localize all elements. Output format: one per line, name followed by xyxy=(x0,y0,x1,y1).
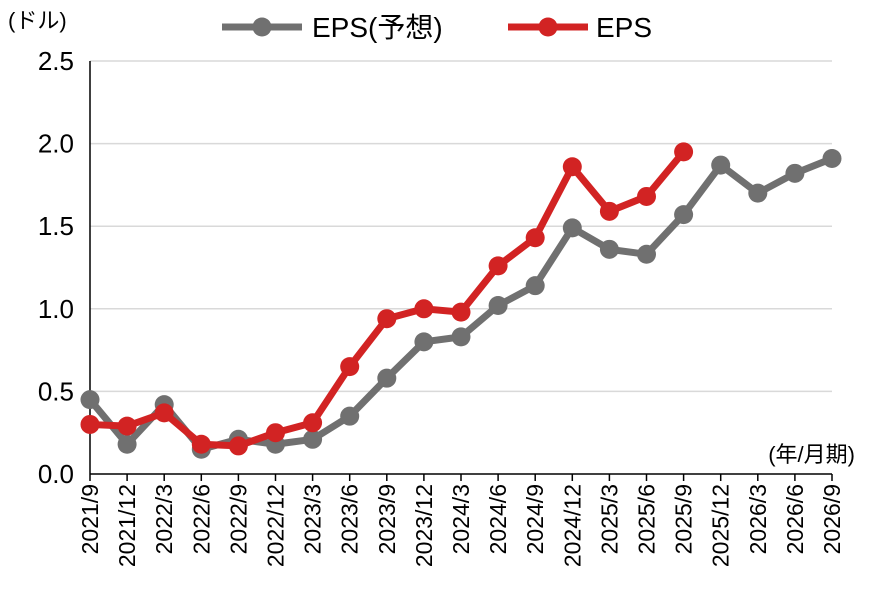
x-tick-label: 2024/12 xyxy=(559,484,585,567)
legend-item: EPS xyxy=(508,12,652,43)
data-point xyxy=(154,403,174,423)
data-point xyxy=(674,205,694,225)
series-line xyxy=(89,149,687,450)
data-point xyxy=(674,142,694,162)
x-tick-label: 2024/9 xyxy=(522,484,548,554)
x-tick-label: 2022/3 xyxy=(151,484,177,554)
x-tick-label: 2023/3 xyxy=(300,484,326,554)
data-point xyxy=(377,368,397,388)
legend-item: EPS(予想) xyxy=(222,12,443,43)
data-point xyxy=(414,332,434,352)
x-tick-label: 2026/3 xyxy=(745,484,771,554)
data-point xyxy=(117,434,137,454)
data-point xyxy=(637,244,656,264)
y-tick-label: 2.0 xyxy=(38,129,74,159)
data-point xyxy=(340,357,360,377)
x-tick-label: 2025/6 xyxy=(634,484,660,554)
x-tick-label: 2021/12 xyxy=(114,484,140,567)
legend-label: EPS(予想) xyxy=(312,12,443,43)
x-tick-label: 2024/6 xyxy=(485,484,511,554)
series-eps-actual xyxy=(80,142,694,456)
legend-label: EPS xyxy=(596,12,652,43)
data-point xyxy=(488,256,508,276)
x-tick-label: 2023/9 xyxy=(374,484,400,554)
data-point xyxy=(451,327,471,347)
data-point xyxy=(562,157,582,177)
x-tick-label: 2025/3 xyxy=(596,484,622,554)
x-tick-label: 2023/12 xyxy=(411,484,437,567)
data-point xyxy=(80,414,100,434)
data-point xyxy=(562,218,582,238)
legend: EPS(予想) EPS xyxy=(222,12,652,43)
y-tick-labels: 0.0 0.5 1.0 1.5 2.0 2.5 xyxy=(38,46,74,489)
data-point xyxy=(748,183,768,203)
data-point xyxy=(525,276,545,296)
x-tick-label: 2026/6 xyxy=(782,484,808,554)
x-tick-label: 2023/6 xyxy=(337,484,363,554)
legend-marker xyxy=(538,17,558,37)
data-point xyxy=(785,163,805,183)
data-point xyxy=(525,228,545,248)
data-point xyxy=(303,413,323,433)
data-point xyxy=(228,436,248,456)
data-point xyxy=(191,434,211,454)
data-point xyxy=(340,406,360,426)
data-point xyxy=(822,148,842,168)
y-tick-label: 2.5 xyxy=(38,46,74,76)
data-point xyxy=(117,416,137,436)
x-tick-label: 2022/12 xyxy=(263,484,289,567)
x-tick-label: 2021/9 xyxy=(77,484,103,554)
data-point xyxy=(303,429,323,449)
x-tick-label: 2025/12 xyxy=(708,484,734,567)
x-tick-label: 2026/9 xyxy=(819,484,845,554)
data-point xyxy=(599,201,619,221)
data-point xyxy=(266,423,285,443)
x-tick-label: 2025/9 xyxy=(671,484,697,554)
gridlines xyxy=(90,60,832,393)
data-point xyxy=(80,390,100,410)
x-tick-labels: 2021/9 2021/12 2022/3 2022/6 2022/9 2022/12 20… xyxy=(77,474,845,567)
series-layer xyxy=(80,142,842,459)
data-point xyxy=(414,299,434,319)
data-point xyxy=(599,239,619,259)
data-point xyxy=(637,186,656,206)
x-tick-label: 2022/6 xyxy=(188,484,214,554)
x-tick-label: 2024/3 xyxy=(448,484,474,554)
y-tick-label: 0.5 xyxy=(38,376,74,406)
y-unit-label: (ドル) xyxy=(8,8,67,33)
x-unit-label: (年/月期) xyxy=(768,442,855,467)
data-point xyxy=(451,302,471,322)
legend-marker xyxy=(252,17,272,37)
y-tick-label: 0.0 xyxy=(38,459,74,489)
y-tick-label: 1.0 xyxy=(38,294,74,324)
x-tick-label: 2022/9 xyxy=(225,484,251,554)
data-point xyxy=(711,155,731,175)
data-point xyxy=(377,309,397,329)
y-tick-label: 1.5 xyxy=(38,211,74,241)
data-point xyxy=(488,295,508,315)
axes xyxy=(89,61,832,475)
